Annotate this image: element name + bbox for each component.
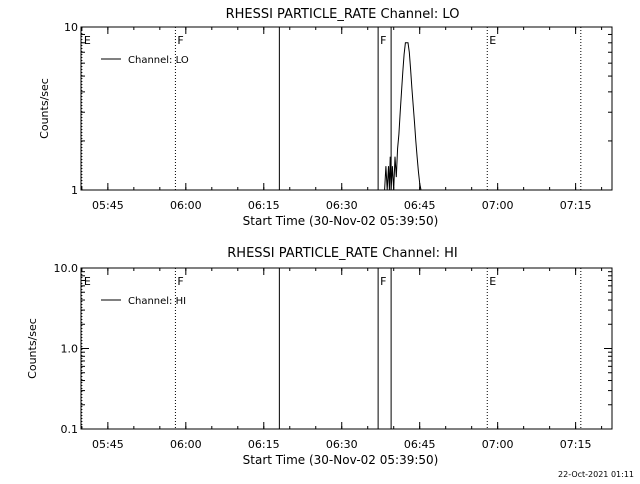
x-tick-label: 06:30: [326, 438, 358, 451]
chart-title-0: RHESSI PARTICLE_RATE Channel: LO: [226, 7, 460, 22]
x-tick-label: 07:00: [482, 438, 514, 451]
x-tick-label: 06:30: [326, 199, 358, 212]
x-tick-label: 05:45: [92, 199, 124, 212]
marker-label: F: [380, 34, 386, 47]
y-axis-label-0: Counts/sec: [38, 78, 51, 139]
x-tick-label: 06:15: [248, 438, 280, 451]
y-axis-label-1: Counts/sec: [26, 318, 39, 379]
marker-label: E: [84, 34, 91, 47]
x-tick-label: 06:45: [404, 438, 436, 451]
marker-label: E: [84, 275, 91, 288]
legend-label-1: Channel: HI: [128, 296, 186, 307]
marker-label: F: [177, 34, 183, 47]
y-tick-label: 1.0: [61, 343, 79, 356]
y-tick-label: 10.0: [54, 262, 79, 275]
marker-label: F: [380, 275, 386, 288]
x-tick-label: 06:00: [170, 199, 202, 212]
x-tick-label: 07:15: [560, 438, 592, 451]
chart-title-1: RHESSI PARTICLE_RATE Channel: HI: [227, 246, 457, 261]
y-tick-label: 10: [64, 21, 78, 34]
x-tick-label: 06:45: [404, 199, 436, 212]
legend-label-0: Channel: LO: [128, 55, 189, 66]
x-tick-label: 06:15: [248, 199, 280, 212]
x-tick-label: 05:45: [92, 438, 124, 451]
timestamp-label: 22-Oct-2021 01:11: [558, 470, 634, 479]
x-tick-label: 07:15: [560, 199, 592, 212]
x-tick-label: 07:00: [482, 199, 514, 212]
plot-frame-1: [80, 267, 613, 430]
series-line-0: [384, 42, 423, 191]
marker-label: F: [177, 275, 183, 288]
marker-label: E: [489, 34, 496, 47]
y-tick-label: 1: [71, 184, 78, 197]
x-axis-label-0: Start Time (30-Nov-02 05:39:50): [243, 214, 439, 228]
x-axis-label-1: Start Time (30-Nov-02 05:39:50): [243, 453, 439, 467]
x-tick-label: 06:00: [170, 438, 202, 451]
y-tick-label: 0.1: [61, 423, 79, 436]
plot-frame-0: [80, 26, 613, 191]
marker-label: E: [489, 275, 496, 288]
